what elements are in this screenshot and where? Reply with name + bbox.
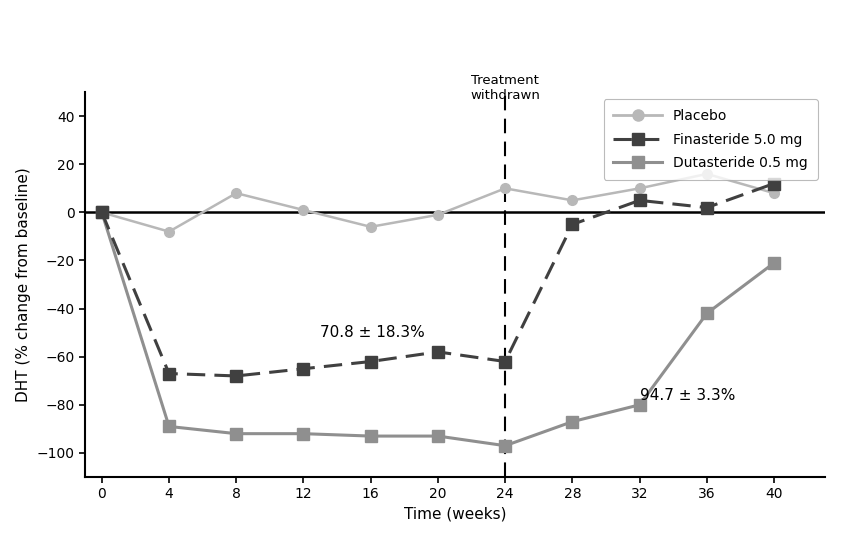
Y-axis label: DHT (% change from baseline): DHT (% change from baseline) <box>16 167 31 402</box>
Text: Treatment
withdrawn: Treatment withdrawn <box>470 74 540 102</box>
Text: 70.8 ± 18.3%: 70.8 ± 18.3% <box>320 325 425 340</box>
X-axis label: Time (weeks): Time (weeks) <box>404 507 506 522</box>
Text: 94.7 ± 3.3%: 94.7 ± 3.3% <box>639 388 735 403</box>
Legend: Placebo, Finasteride 5.0 mg, Dutasteride 0.5 mg: Placebo, Finasteride 5.0 mg, Dutasteride… <box>604 99 818 180</box>
